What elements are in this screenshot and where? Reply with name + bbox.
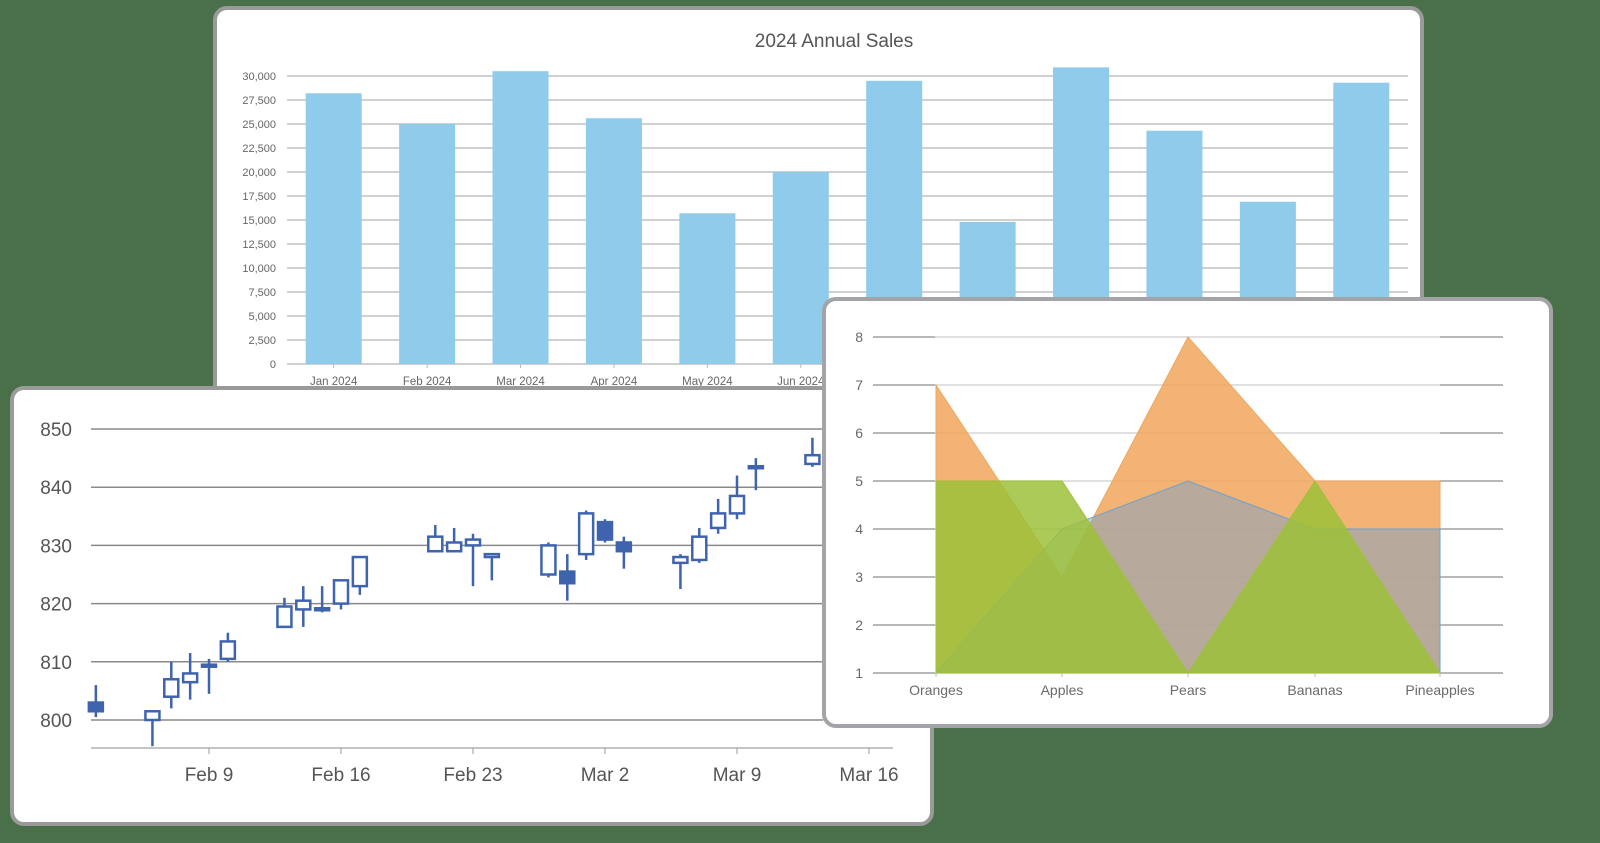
bar[interactable]	[585, 118, 642, 365]
y-tick-label: 10,000	[242, 263, 276, 275]
x-tick-label: Oranges	[909, 682, 963, 698]
y-tick-label: 810	[40, 653, 72, 674]
candlestick[interactable]	[313, 586, 331, 613]
y-tick-label: 22,500	[242, 143, 276, 155]
y-tick-label: 27,500	[242, 95, 276, 107]
candlestick[interactable]	[540, 542, 557, 578]
x-tick-label: Mar 2	[581, 765, 630, 786]
y-tick-label: 2,500	[248, 335, 276, 347]
candlestick[interactable]	[672, 554, 689, 590]
y-tick-label: 4	[855, 521, 863, 537]
candlestick[interactable]	[577, 510, 595, 560]
y-tick-label: 2	[855, 617, 863, 633]
candlestick[interactable]	[295, 586, 312, 627]
bar[interactable]	[399, 124, 456, 364]
y-tick-label: 1	[855, 665, 863, 681]
candlestick[interactable]	[200, 658, 218, 694]
x-tick-label: Apr 2024	[591, 376, 638, 388]
y-tick-label: 7,500	[248, 287, 276, 299]
candlestick[interactable]	[709, 498, 727, 534]
annual-sales-bar-chart-card: 2024 Annual Sales 0 2,500 5,000 7,500 10,000 1…	[213, 6, 1424, 406]
y-tick-label: 12,500	[242, 239, 276, 251]
fruit-area-chart-card: 1 2 3 4 5 6 7 8 Oranges Apples Pears Bananas Pineapp…	[822, 297, 1553, 728]
candlestick[interactable]	[445, 527, 463, 553]
y-tick-label: 840	[40, 478, 72, 499]
x-tick-label: Mar 16	[839, 765, 898, 786]
y-tick-label: 0	[270, 359, 276, 371]
candlestick[interactable]	[351, 555, 369, 595]
y-tick-label: 7	[855, 377, 863, 393]
candlestick[interactable]	[163, 661, 180, 709]
stock-candlestick-chart-card: 800 810 820 830 840 850 Feb 9 Feb 16 Feb 23 Mar 2…	[10, 386, 934, 826]
fruit-area-chart: 1 2 3 4 5 6 7 8 Oranges Apples Pears Bananas Pineapp…	[855, 329, 1503, 698]
bar[interactable]	[492, 71, 549, 364]
candlestick[interactable]	[804, 437, 821, 467]
bar[interactable]	[772, 172, 829, 364]
candlestick[interactable]	[483, 552, 501, 581]
y-tick-label: 3	[855, 569, 863, 585]
candlestick[interactable]	[747, 458, 765, 491]
bar[interactable]	[305, 93, 362, 364]
x-tick-label: Feb 16	[311, 765, 370, 786]
candlestick[interactable]	[596, 519, 614, 543]
x-tick-label: May 2024	[682, 376, 733, 388]
y-tick-label: 20,000	[242, 167, 276, 179]
candlestick[interactable]	[332, 579, 350, 610]
candlestick[interactable]	[144, 710, 161, 747]
candlestick[interactable]	[615, 536, 633, 569]
y-tick-label: 850	[40, 420, 72, 441]
y-tick-label: 820	[40, 595, 72, 616]
candlestick[interactable]	[181, 653, 199, 700]
bar[interactable]	[679, 213, 736, 364]
x-tick-label: Mar 9	[713, 765, 762, 786]
stock-candlestick-chart: 800 810 820 830 840 850 Feb 9 Feb 16 Feb 23 Mar 2…	[40, 420, 898, 786]
y-tick-label: 5,000	[248, 311, 276, 323]
candlestick[interactable]	[691, 527, 708, 563]
y-tick-label: 830	[40, 536, 72, 557]
candlestick[interactable]	[87, 685, 105, 718]
x-tick-label: Bananas	[1287, 682, 1342, 698]
y-tick-label: 25,000	[242, 119, 276, 131]
y-tick-label: 30,000	[242, 71, 276, 83]
y-tick-label: 8	[855, 329, 863, 345]
y-tick-label: 6	[855, 425, 863, 441]
y-tick-label: 15,000	[242, 215, 276, 227]
candlestick[interactable]	[276, 597, 293, 629]
x-tick-label: Pineapples	[1405, 682, 1474, 698]
x-tick-label: Mar 2024	[496, 376, 545, 388]
y-tick-label: 800	[40, 711, 72, 732]
y-tick-label: 17,500	[242, 191, 276, 203]
candlestick[interactable]	[728, 475, 746, 520]
x-tick-label: Jun 2024	[777, 376, 825, 388]
candlestick[interactable]	[559, 554, 576, 601]
x-tick-label: Apples	[1041, 682, 1084, 698]
chart-title: 2024 Annual Sales	[755, 31, 913, 52]
candlestick[interactable]	[427, 525, 444, 553]
y-tick-label: 5	[855, 473, 863, 489]
x-tick-label: Feb 9	[185, 765, 234, 786]
x-tick-label: Pears	[1170, 682, 1207, 698]
x-tick-label: Feb 23	[443, 765, 502, 786]
x-tick-label: Feb 2024	[403, 376, 452, 388]
x-tick-label: Jan 2024	[310, 376, 358, 388]
candlestick[interactable]	[464, 533, 482, 587]
candlestick[interactable]	[219, 632, 237, 662]
